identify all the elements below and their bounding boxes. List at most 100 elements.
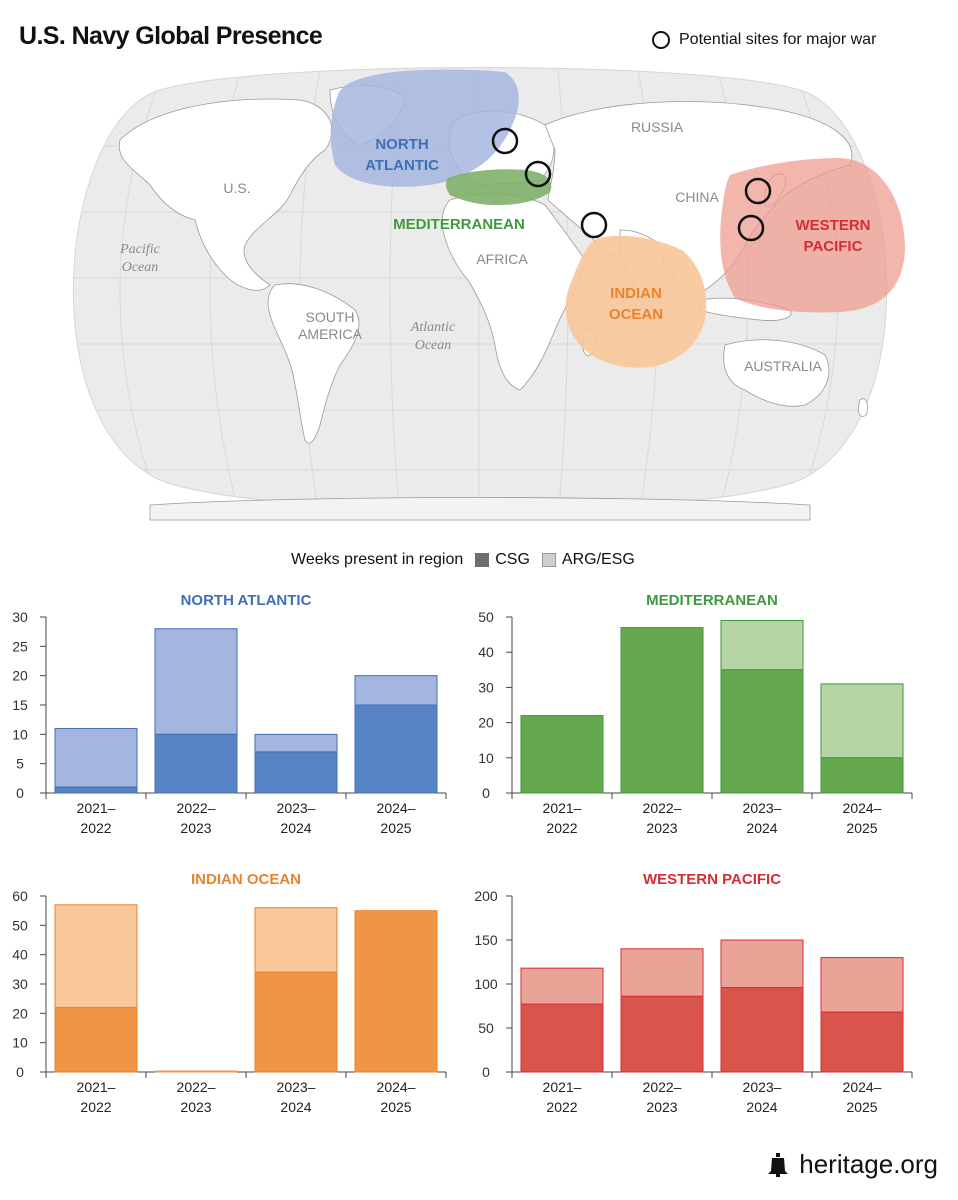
label-russia: RUSSIA <box>631 119 684 135</box>
y-tick-label: 10 <box>478 750 494 766</box>
ring-icon <box>652 31 670 49</box>
war-site-black-sea <box>524 160 552 188</box>
north-america <box>118 98 333 291</box>
bar-arg-esg <box>254 733 338 753</box>
war-site-persian-gulf <box>580 211 608 239</box>
indian-ocean-region <box>565 235 707 368</box>
weeks-legend: Weeks present in region CSG ARG/ESG <box>291 551 635 569</box>
map-legend-label: Potential sites for major war <box>679 31 877 48</box>
y-tick-label: 50 <box>478 1020 494 1036</box>
y-tick-label: 100 <box>474 976 498 992</box>
bar-csg <box>820 1011 904 1073</box>
bar-arg-esg <box>154 628 238 735</box>
label-australia: AUSTRALIA <box>744 358 822 374</box>
x-tick-label: 2023– 2024 <box>743 800 782 836</box>
new-zealand <box>858 398 868 417</box>
bar-arg-esg <box>520 967 604 1005</box>
bar-arg-esg <box>620 948 704 997</box>
bar-csg <box>54 786 138 794</box>
bar-arg-esg <box>54 904 138 1008</box>
antarctica <box>149 497 811 521</box>
bar-csg <box>54 1006 138 1073</box>
bar-csg <box>354 910 438 1073</box>
csg-legend-label: CSG <box>495 551 530 568</box>
y-tick-label: 40 <box>478 644 494 660</box>
label-us: U.S. <box>223 180 250 196</box>
bar-arg-esg <box>720 620 804 671</box>
bar-csg <box>154 733 238 794</box>
war-sites <box>491 127 772 242</box>
label-china: CHINA <box>675 189 719 205</box>
war-site-baltic <box>491 127 519 155</box>
footer-site: heritage.org <box>799 1149 938 1179</box>
australia <box>723 339 830 407</box>
label-pacific-ocean: Pacific Ocean <box>119 242 160 275</box>
y-tick-label: 30 <box>12 609 28 625</box>
label-south-america: SOUTH AMERICA <box>298 309 362 342</box>
weeks-legend-label: Weeks present in region <box>291 551 464 568</box>
bar-csg <box>820 757 904 794</box>
chart-title: WESTERN PACIFIC <box>643 871 781 888</box>
bar-csg <box>254 971 338 1073</box>
bar-csg <box>520 1003 604 1073</box>
bar-arg-esg <box>54 727 138 788</box>
north-atlantic-region <box>330 69 519 187</box>
y-tick-label: 50 <box>478 609 494 625</box>
x-tick-label: 2024– 2025 <box>843 800 882 836</box>
label-africa: AFRICA <box>476 251 528 267</box>
y-tick-label: 200 <box>474 888 498 904</box>
x-tick-label: 2022– 2023 <box>643 800 682 836</box>
map-legend: Potential sites for major war <box>652 31 876 49</box>
label-north-atlantic: NORTH ATLANTIC <box>365 136 439 174</box>
western-pacific-region <box>720 158 905 313</box>
world-map: NORTH ATLANTIC MEDITERRANEAN INDIAN OCEAN … <box>72 67 905 521</box>
y-tick-label: 10 <box>12 726 28 742</box>
bar-csg <box>254 751 338 794</box>
x-tick-label: 2024– 2025 <box>377 1079 416 1115</box>
chart-title: MEDITERRANEAN <box>646 592 778 609</box>
x-tick-label: 2022– 2023 <box>177 1079 216 1115</box>
y-tick-label: 50 <box>12 917 28 933</box>
y-tick-label: 0 <box>16 1064 24 1080</box>
y-tick-label: 150 <box>474 932 498 948</box>
bar-arg-esg <box>720 939 804 989</box>
chart-title: INDIAN OCEAN <box>191 871 301 888</box>
chart-mediterranean: MEDITERRANEAN 0 10 20 30 40 50 2021– 2022 2022– 20… <box>478 592 913 836</box>
y-tick-label: 20 <box>478 715 494 731</box>
x-tick-label: 2021– 2022 <box>543 800 582 836</box>
csg-swatch <box>475 553 490 567</box>
arg-swatch <box>541 553 556 567</box>
mediterranean-region <box>445 169 552 206</box>
footer: heritage.org <box>767 1149 938 1180</box>
bar-csg <box>620 995 704 1073</box>
chart-western-pacific: WESTERN PACIFIC 0 50 100 150 200 2021– 2022 2022… <box>474 871 913 1115</box>
bar-csg <box>620 627 704 794</box>
y-tick-label: 40 <box>12 947 28 963</box>
chart-indian-ocean: INDIAN OCEAN 0 10 20 30 40 50 60 2021– 2022 2022– 2… <box>12 871 447 1115</box>
y-tick-label: 15 <box>12 697 28 713</box>
war-site-korea <box>744 177 772 205</box>
y-tick-label: 0 <box>482 785 490 801</box>
x-tick-label: 2024– 2025 <box>377 800 416 836</box>
arg-legend-label: ARG/ESG <box>561 551 635 568</box>
bar-csg <box>354 704 438 794</box>
page-title: U.S. Navy Global Presence <box>19 22 323 50</box>
bar-csg <box>520 715 604 794</box>
x-tick-label: 2023– 2024 <box>277 800 316 836</box>
x-tick-label: 2022– 2023 <box>177 800 216 836</box>
y-tick-label: 0 <box>16 785 24 801</box>
bar-arg-esg <box>354 675 438 706</box>
label-indian-ocean: INDIAN OCEAN <box>609 285 663 323</box>
x-tick-label: 2021– 2022 <box>543 1079 582 1115</box>
y-tick-label: 0 <box>482 1064 490 1080</box>
chart-north-atlantic: NORTH ATLANTIC 0 5 10 15 20 25 30 2021– 2022 2022–… <box>12 592 447 836</box>
bar-arg-esg <box>820 683 904 759</box>
south-america <box>267 283 360 444</box>
x-tick-label: 2023– 2024 <box>277 1079 316 1115</box>
y-tick-label: 20 <box>12 668 28 684</box>
y-tick-label: 60 <box>12 888 28 904</box>
label-mediterranean: MEDITERRANEAN <box>393 216 525 233</box>
x-tick-label: 2022– 2023 <box>643 1079 682 1115</box>
label-western-pacific: WESTERN PACIFIC <box>796 217 871 255</box>
